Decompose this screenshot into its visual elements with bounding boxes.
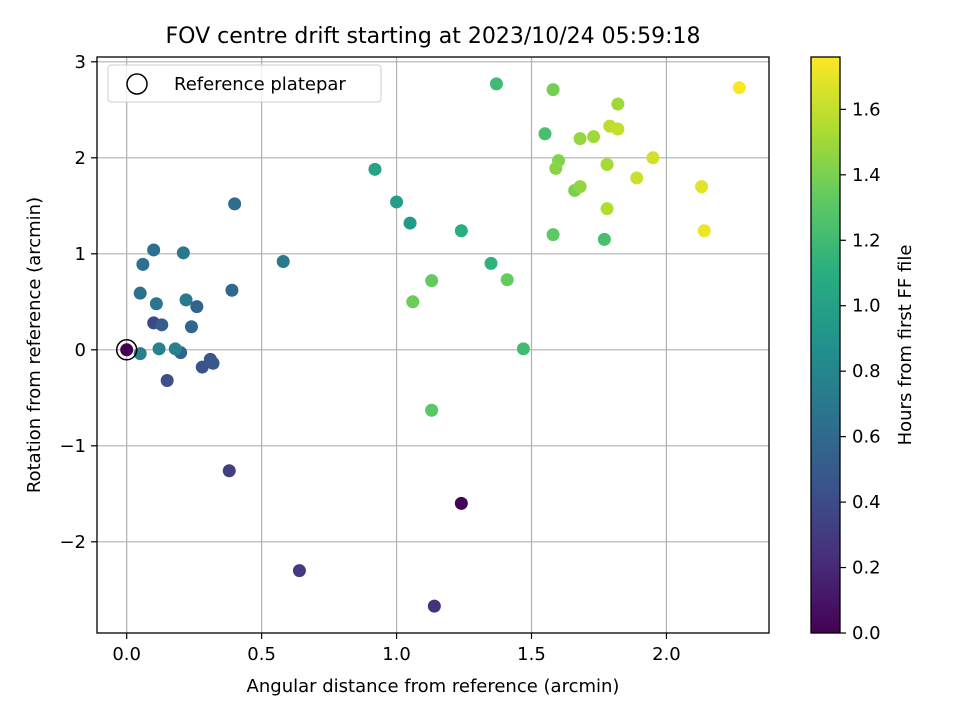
data-point [516, 342, 530, 356]
points [120, 77, 746, 613]
data-point [206, 356, 220, 370]
data-point [489, 77, 503, 91]
data-point [546, 228, 560, 242]
data-point [155, 318, 169, 332]
data-point [149, 297, 163, 311]
x-tick-label: 1.0 [382, 644, 411, 665]
colorbar-tick-label: 1.0 [852, 296, 881, 317]
legend-label: Reference platepar [174, 74, 346, 95]
colorbar: 0.0 0.2 0.4 0.6 0.8 1.0 1.2 1.4 1.6 Hours from f… [810, 56, 916, 644]
data-point [425, 274, 439, 288]
x-ticks: 0.0 0.5 1.0 1.5 2.0 [112, 633, 681, 665]
data-point [179, 293, 193, 307]
data-point [160, 374, 174, 388]
data-point [697, 224, 711, 238]
colorbar-tick-label: 1.6 [852, 99, 881, 120]
data-point [630, 171, 644, 185]
x-tick-label: 2.0 [652, 644, 681, 665]
data-point [573, 180, 587, 194]
y-tick-label: 0 [75, 340, 86, 361]
data-point [195, 360, 209, 374]
colorbar-tick-label: 0.6 [852, 427, 881, 448]
x-tick-label: 0.5 [247, 644, 276, 665]
data-point [427, 599, 441, 613]
data-point [120, 343, 134, 357]
x-tick-label: 0.0 [112, 644, 141, 665]
colorbar-frame [810, 56, 841, 634]
colorbar-tick-label: 1.2 [852, 230, 881, 251]
legend-marker-icon [126, 73, 148, 95]
colorbar-tick-label: 1.4 [852, 165, 881, 186]
data-point [406, 295, 420, 309]
data-point [228, 197, 242, 211]
colorbar-tick-label: 0.4 [852, 492, 881, 513]
data-point [425, 403, 439, 417]
data-point [732, 81, 746, 95]
data-point [147, 243, 161, 257]
y-tick-label: −2 [59, 532, 86, 553]
reference-platepar-marker [115, 339, 138, 361]
colorbar-tick-label: 0.2 [852, 558, 881, 579]
colorbar-label: Hours from first FF file [895, 245, 916, 446]
data-point [549, 161, 563, 175]
data-point [222, 464, 236, 478]
x-tick-label: 1.5 [517, 644, 546, 665]
colorbar-ticks: 0.0 0.2 0.4 0.6 0.8 1.0 1.2 1.4 1.6 [840, 99, 881, 644]
y-tick-label: 1 [75, 244, 86, 265]
data-point [484, 256, 498, 270]
data-point [152, 342, 166, 356]
data-point [587, 130, 601, 144]
data-point [611, 122, 625, 136]
data-point [573, 132, 587, 146]
y-tick-label: 2 [75, 148, 86, 169]
colorbar-tick-label: 0.8 [852, 361, 881, 382]
y-axis-label: Rotation from reference (arcmin) [24, 197, 45, 493]
plot-frame [96, 56, 770, 634]
data-point [611, 97, 625, 111]
data-point [600, 202, 614, 216]
legend-box [107, 64, 382, 103]
data-point [368, 162, 382, 176]
reference-marker-layer [115, 339, 138, 361]
data-point [168, 342, 182, 356]
data-point [136, 257, 150, 271]
data-point [597, 232, 611, 246]
data-point [190, 300, 204, 314]
data-point [646, 151, 660, 165]
legend: Reference platepar [107, 64, 382, 103]
y-ticks: −2 −1 0 1 2 3 [59, 52, 97, 553]
colorbar-gradient [811, 57, 840, 633]
data-point [538, 127, 552, 141]
colorbar-tick-label: 0.0 [852, 623, 881, 644]
data-point [276, 254, 290, 268]
chart-title: FOV centre drift starting at 2023/10/24 … [166, 24, 701, 49]
data-point [133, 286, 147, 300]
data-point [546, 83, 560, 97]
y-tick-label: −1 [59, 436, 86, 457]
grid [97, 57, 769, 633]
data-point [390, 195, 404, 209]
data-point [500, 273, 514, 287]
data-point [292, 564, 306, 578]
data-point [695, 180, 709, 194]
x-axis-label: Angular distance from reference (arcmin) [247, 676, 620, 697]
data-point [184, 320, 198, 334]
y-tick-label: 3 [75, 52, 86, 73]
data-point [454, 224, 468, 238]
data-point [403, 216, 417, 230]
data-point [176, 246, 190, 260]
data-point [225, 283, 239, 297]
data-point [454, 496, 468, 510]
data-point [600, 158, 614, 172]
